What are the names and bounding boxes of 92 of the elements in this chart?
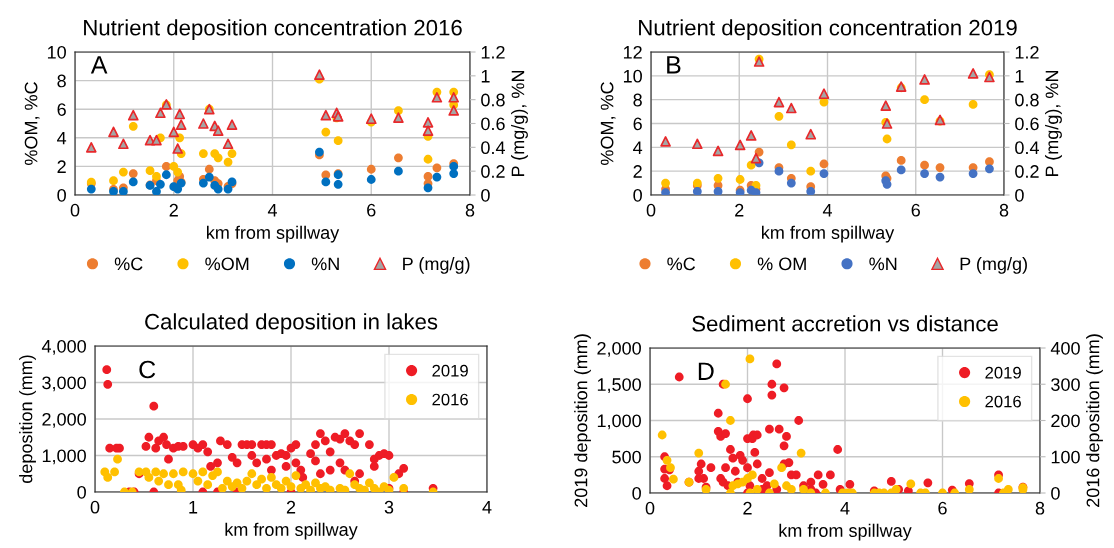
y2-tick-label: 0.2 (1015, 165, 1039, 178)
y2-tick-label: 0.8 (1015, 93, 1039, 107)
y-tick-label: 4 (633, 141, 643, 154)
y2-tick-label: 1 (481, 69, 490, 83)
x-tick-label: 4 (822, 204, 832, 217)
y2-tick-label: 0 (1015, 188, 1024, 202)
annotation: D (698, 362, 714, 380)
x-tick-label: 1 (189, 501, 198, 514)
x-tick-label: 8 (1035, 501, 1045, 515)
legend-label: %C (114, 257, 143, 271)
y-tick-label: 3,000 (42, 376, 86, 392)
y-tick-label: 8 (57, 74, 66, 88)
y-tick-label: 2 (633, 165, 642, 178)
x-tick-label: 2 (743, 501, 752, 515)
x-tick-label: 6 (911, 203, 920, 217)
annotation: A (90, 56, 108, 74)
x-tick-label: 2 (286, 500, 296, 514)
x-tick-label: 0 (645, 501, 655, 515)
legend-label: %OM (205, 257, 249, 271)
y-tick-label: 4 (57, 131, 67, 145)
y2-tick-label: 100 (1051, 450, 1080, 464)
x-tick-label: 2 (169, 203, 178, 217)
chart-title: Nutrient deposition concentration 2016 (84, 19, 462, 40)
legend-label: 2019 (985, 366, 1021, 379)
y-tick-label: 6 (57, 103, 66, 116)
legend-label: 2019 (432, 364, 468, 377)
y2-tick-label: 0.8 (481, 93, 505, 107)
y-tick-label: 2 (57, 160, 66, 173)
y-tick-label: 0 (632, 486, 641, 500)
y-tick-label: 0 (57, 188, 66, 202)
y-axis-title: 2019 deposition (mm) (574, 334, 591, 507)
y-tick-label: 2,000 (597, 341, 641, 357)
y-axis-title: %OM, %C (600, 82, 616, 165)
legend-label: P (mg/g) (403, 257, 470, 274)
y-tick-label: 4,000 (41, 339, 86, 355)
x-tick-label: 8 (465, 203, 475, 217)
x-tick-label: 4 (482, 501, 492, 514)
y-tick-label: 2,000 (42, 412, 86, 428)
x-axis-title: km from spillway (207, 225, 340, 243)
y2-axis-title: P (mg/g), %N (1045, 70, 1062, 177)
y-tick-label: 8 (633, 93, 642, 107)
legend-label: %N (869, 257, 897, 271)
y2-tick-label: 0.4 (1015, 141, 1039, 155)
x-tick-label: 4 (267, 204, 277, 217)
y2-tick-label: 1.2 (481, 45, 505, 59)
y2-tick-label: 300 (1051, 378, 1080, 391)
chart-title: Nutrient deposition concentration 2019 (639, 19, 1017, 40)
x-axis-title: km from spillway (779, 523, 912, 541)
x-tick-label: 8 (999, 203, 1009, 217)
x-tick-label: 4 (840, 502, 850, 515)
y2-tick-label: 0.2 (481, 165, 505, 178)
y-tick-label: 500 (612, 450, 641, 464)
legend-label: P (mg/g) (960, 257, 1027, 274)
annotation: C (139, 360, 156, 379)
x-tick-label: 3 (384, 500, 394, 514)
x-tick-label: 2 (735, 203, 744, 217)
chart-title: Calculated deposition in lakes (145, 313, 438, 334)
y-tick-label: 1,000 (42, 449, 86, 465)
legend-label: %N (311, 257, 339, 271)
y-tick-label: 12 (623, 45, 642, 59)
x-tick-label: 6 (938, 501, 947, 515)
y-axis-title: %OM, %C (24, 82, 40, 165)
y2-axis-title: P (mg/g), %N (511, 70, 528, 177)
y2-axis-title: 2016 deposition (mm) (1086, 334, 1103, 507)
y2-tick-label: 0 (1051, 486, 1060, 500)
legend-label: %C (667, 257, 696, 271)
y-tick-label: 1,500 (597, 378, 641, 394)
annotation: B (667, 56, 681, 74)
y2-tick-label: 0 (481, 188, 490, 202)
y2-tick-label: 0.6 (1015, 117, 1039, 131)
y2-tick-label: 0.6 (481, 117, 505, 131)
y2-tick-label: 400 (1050, 341, 1080, 355)
y2-tick-label: 1.2 (1015, 45, 1039, 59)
x-tick-label: 0 (646, 203, 656, 217)
x-axis-title: km from spillway (225, 522, 358, 540)
y-tick-label: 10 (47, 45, 66, 59)
legend-label: 2016 (432, 393, 468, 406)
y2-tick-label: 0.4 (481, 141, 505, 155)
chart-title: Sediment accretion vs distance (692, 315, 998, 332)
y-tick-label: 1,000 (597, 414, 641, 430)
x-tick-label: 0 (90, 500, 100, 514)
x-axis-title: km from spillway (762, 225, 895, 243)
y2-tick-label: 200 (1051, 414, 1080, 428)
y-tick-label: 0 (633, 188, 642, 202)
y-tick-label: 10 (623, 69, 642, 83)
y-tick-label: 0 (77, 485, 86, 499)
y-tick-label: 6 (633, 117, 642, 131)
x-tick-label: 6 (367, 203, 376, 217)
y2-tick-label: 1 (1015, 69, 1024, 83)
y-axis-title: deposition (mm) (19, 355, 36, 483)
legend-label: % OM (757, 257, 806, 271)
legend-label: 2016 (985, 395, 1021, 408)
